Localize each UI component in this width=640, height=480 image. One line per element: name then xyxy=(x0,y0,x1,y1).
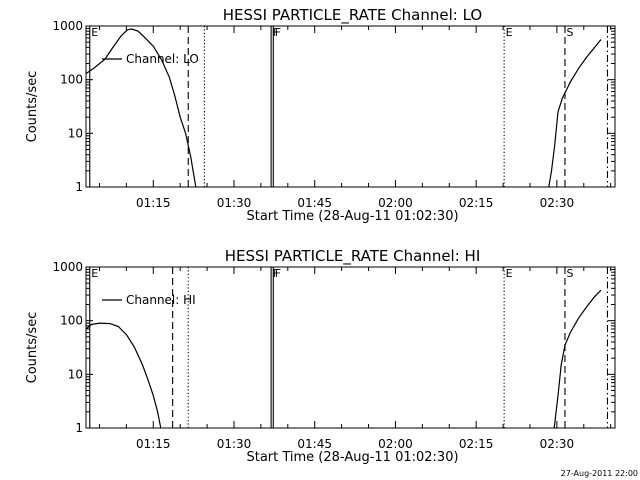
time-marker-label: F xyxy=(273,26,279,39)
y-axis-label: Counts/sec xyxy=(25,71,40,143)
x-tick-label: 02:15 xyxy=(459,196,494,210)
plot-frame xyxy=(85,266,616,429)
time-marker-label: E xyxy=(91,26,98,39)
y-tick-label: 100 xyxy=(60,314,83,328)
x-axis-label: Start Time (28-Aug-11 01:02:30) xyxy=(246,450,458,465)
time-marker-label: F xyxy=(275,267,281,280)
time-marker-label: E xyxy=(506,26,513,39)
chart-title: HESSI PARTICLE_RATE Channel: HI xyxy=(225,247,481,266)
plot-area: E FF E S xyxy=(86,267,609,428)
y-tick-label: 1 xyxy=(75,180,83,194)
series-line xyxy=(553,289,602,428)
series-line xyxy=(86,28,197,187)
chart-panel-2: HESSI PARTICLE_RATE Channel: HIE FF E S1101… xyxy=(25,247,616,465)
time-marker-label: S xyxy=(566,26,573,39)
time-marker-label: F xyxy=(275,26,281,39)
series-line xyxy=(548,39,602,187)
x-tick-label: 02:00 xyxy=(378,437,413,451)
plot-timestamp: 27-Aug-2011 22:00 xyxy=(561,469,638,478)
time-marker-label: F xyxy=(273,267,279,280)
x-tick-label: 01:45 xyxy=(297,437,332,451)
time-marker-label: E xyxy=(91,267,98,280)
chart-title: HESSI PARTICLE_RATE Channel: LO xyxy=(223,6,482,25)
x-axis-label: Start Time (28-Aug-11 01:02:30) xyxy=(246,209,458,224)
legend-label: Channel: HI xyxy=(126,293,196,307)
y-tick-label: 100 xyxy=(60,73,83,87)
x-tick-label: 02:30 xyxy=(540,437,575,451)
time-marker-label: S xyxy=(566,267,573,280)
plot-area: E FF E S xyxy=(86,26,609,187)
chart-panel-1: HESSI PARTICLE_RATE Channel: LOE FF E S1101… xyxy=(25,6,616,224)
x-tick-label: 02:30 xyxy=(540,196,575,210)
y-axis-label: Counts/sec xyxy=(25,312,40,384)
y-tick-label: 10 xyxy=(68,126,83,140)
x-tick-label: 01:45 xyxy=(297,196,332,210)
y-tick-label: 1 xyxy=(75,421,83,435)
x-tick-label: 01:15 xyxy=(136,196,171,210)
legend-label: Channel: LO xyxy=(126,52,199,66)
y-tick-label: 1000 xyxy=(52,19,83,33)
time-marker-label: E xyxy=(506,267,513,280)
x-tick-label: 01:30 xyxy=(217,196,252,210)
x-tick-label: 02:00 xyxy=(378,196,413,210)
y-tick-label: 1000 xyxy=(52,260,83,274)
x-tick-label: 02:15 xyxy=(459,437,494,451)
plot-frame xyxy=(85,25,616,188)
series-line xyxy=(86,322,162,428)
x-tick-label: 01:15 xyxy=(136,437,171,451)
x-tick-label: 01:30 xyxy=(217,437,252,451)
y-tick-label: 10 xyxy=(68,367,83,381)
